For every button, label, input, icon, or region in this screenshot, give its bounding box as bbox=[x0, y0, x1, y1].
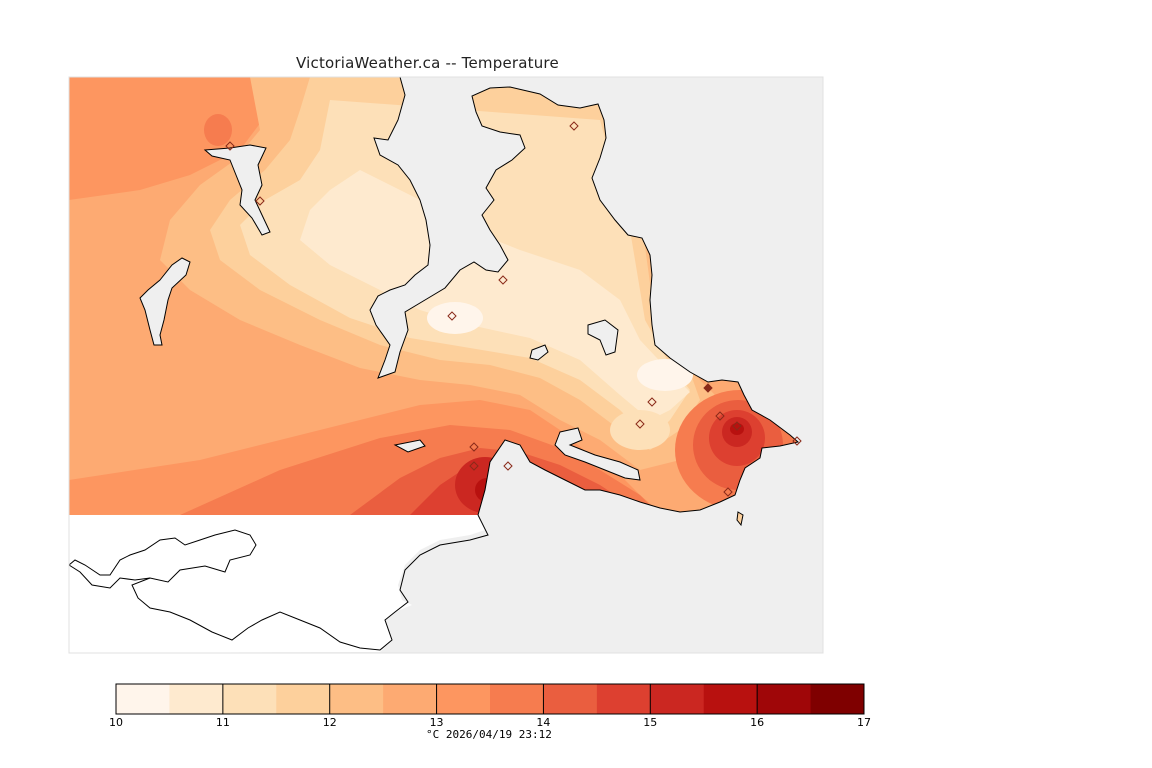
station-marker bbox=[792, 436, 802, 446]
colorbar-tick-label: 10 bbox=[109, 716, 123, 729]
colorbar-tick-label: 13 bbox=[429, 716, 444, 729]
lake-central bbox=[587, 319, 619, 356]
inlet-northwest bbox=[203, 144, 271, 236]
colorbar-segment bbox=[329, 684, 384, 714]
colorbar-tick-label: 16 bbox=[750, 716, 765, 729]
colorbar-segment bbox=[596, 684, 651, 714]
colorbar-tick-label: 17 bbox=[857, 716, 871, 729]
colorbar-segment bbox=[383, 684, 438, 714]
station-marker bbox=[715, 411, 725, 421]
colorbar-segment bbox=[650, 684, 705, 714]
station-marker bbox=[498, 275, 508, 285]
lake-west bbox=[139, 257, 191, 346]
colorbar-segment bbox=[436, 684, 491, 714]
colorbar-segment bbox=[703, 684, 758, 714]
outside-right bbox=[823, 77, 1152, 657]
colorbar-segment bbox=[169, 684, 224, 714]
colorbar-segment bbox=[276, 684, 331, 714]
colorbar-segment bbox=[116, 684, 170, 714]
station-marker bbox=[469, 461, 479, 471]
colorbar-tick-label: 11 bbox=[215, 716, 230, 729]
station-markers bbox=[225, 121, 802, 497]
station-marker bbox=[469, 442, 479, 452]
station-marker bbox=[503, 461, 513, 471]
colorbar-segment bbox=[490, 684, 544, 714]
station-marker bbox=[255, 196, 265, 206]
colorbar bbox=[116, 684, 865, 714]
colorbar-segment bbox=[810, 684, 865, 714]
units-timestamp: °C 2026/04/19 23:12 bbox=[426, 728, 552, 741]
south-coastline-b bbox=[131, 514, 489, 651]
colorbar-tick-label: 15 bbox=[643, 716, 658, 729]
colorbar-segment bbox=[757, 684, 812, 714]
lake-south bbox=[393, 439, 426, 453]
south-coastline-a bbox=[68, 529, 257, 589]
harbour bbox=[554, 427, 641, 481]
station-marker bbox=[647, 397, 657, 407]
colorbar-tick-label: 12 bbox=[322, 716, 337, 729]
colorbar-segment bbox=[543, 684, 598, 714]
islet bbox=[736, 511, 744, 527]
station-marker bbox=[703, 383, 713, 393]
station-marker bbox=[723, 487, 733, 497]
station-marker bbox=[732, 421, 742, 431]
plot-frame bbox=[68, 76, 824, 654]
colorbar-tick-label: 14 bbox=[536, 716, 551, 729]
station-marker bbox=[569, 121, 579, 131]
map-title: VictoriaWeather.ca -- Temperature bbox=[296, 54, 559, 72]
colorbar-ticks bbox=[115, 684, 865, 714]
station-marker bbox=[635, 419, 645, 429]
colorbar-segment bbox=[222, 684, 277, 714]
coastline bbox=[369, 76, 800, 516]
station-marker bbox=[447, 311, 457, 321]
station-marker bbox=[225, 141, 235, 151]
lake-small bbox=[529, 344, 549, 361]
south-land bbox=[69, 515, 485, 653]
